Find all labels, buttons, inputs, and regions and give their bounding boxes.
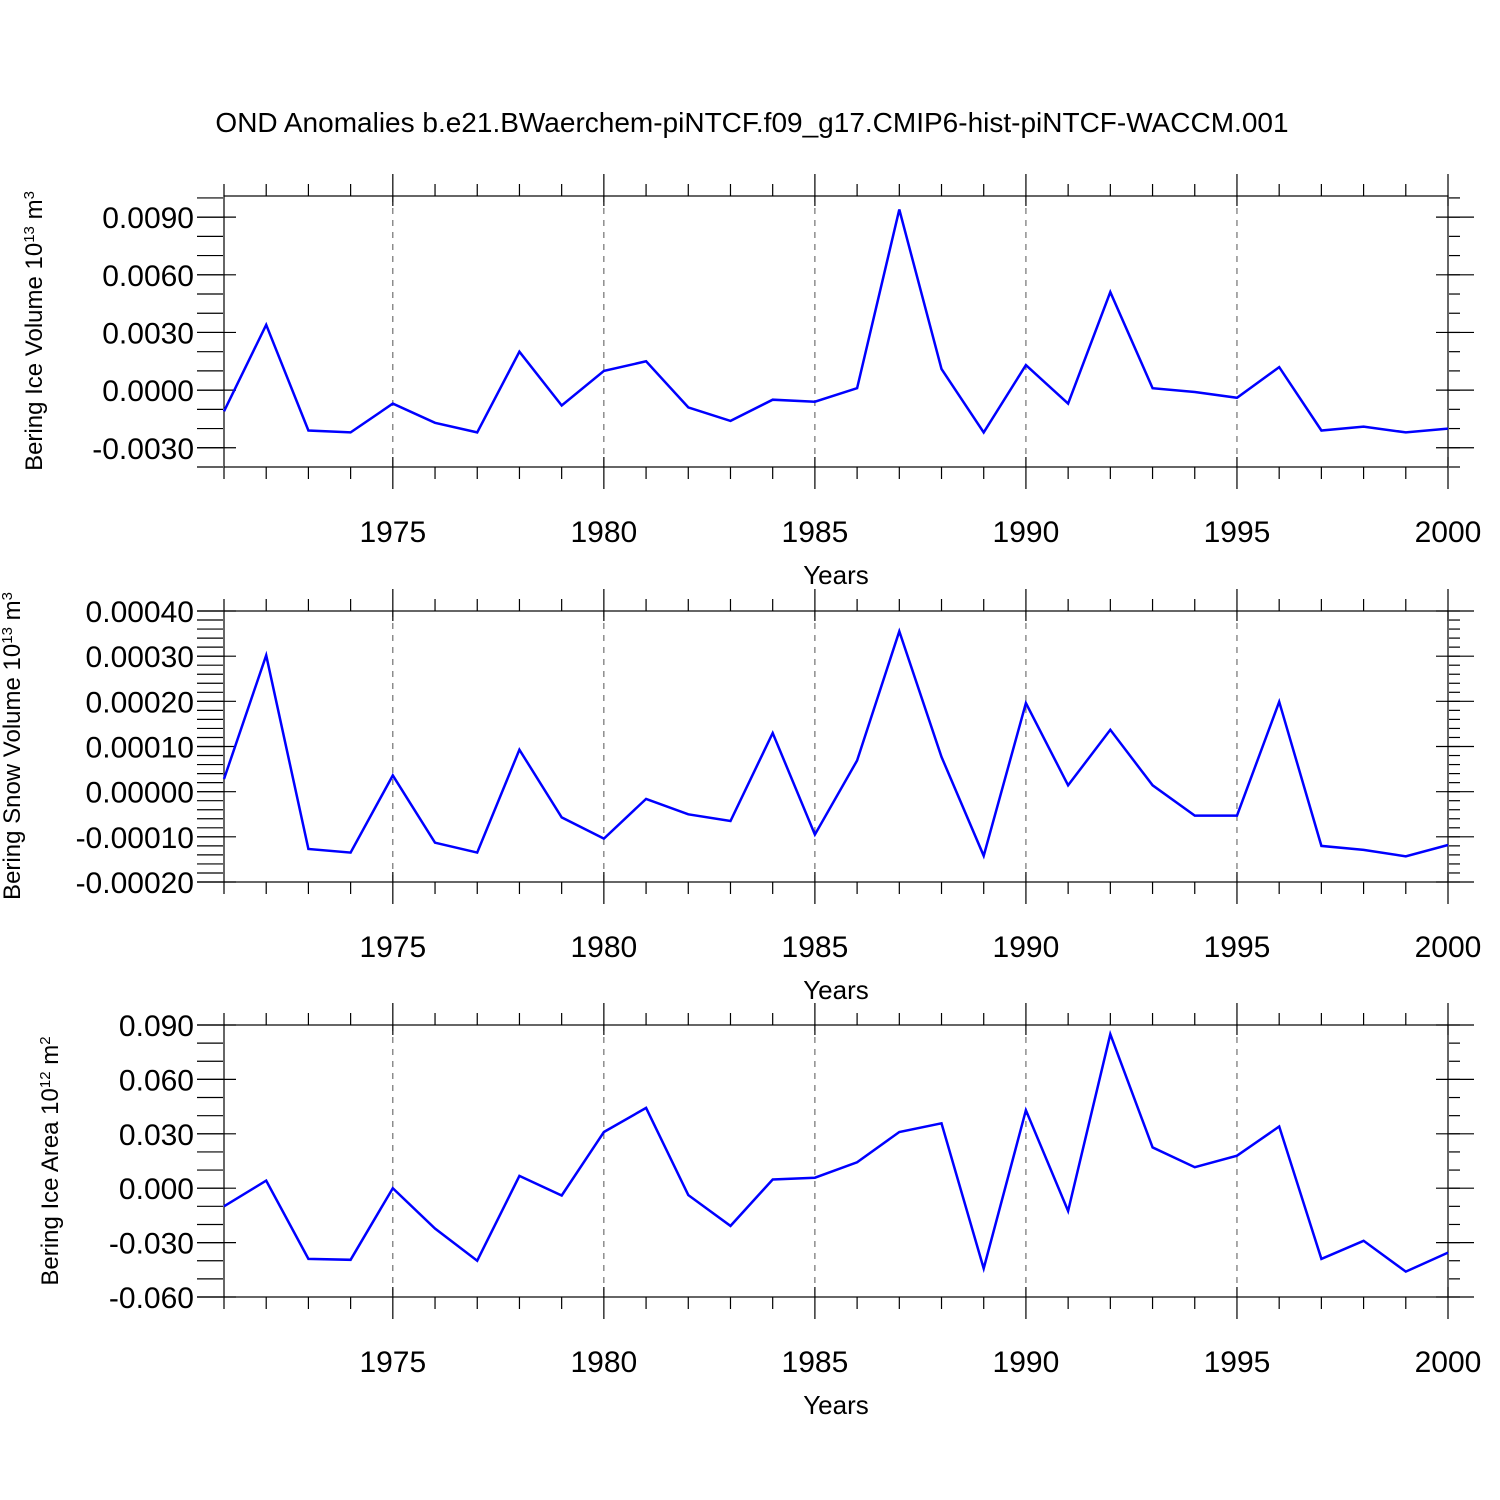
y-axis-label-unit: m <box>0 600 26 627</box>
x-tick-label: 1985 <box>782 931 849 964</box>
x-tick-label: 1975 <box>359 516 426 549</box>
x-tick-label: 1995 <box>1204 1346 1271 1379</box>
y-tick-label: 0.0000 <box>102 375 194 408</box>
y-tick-label: 0.00040 <box>86 596 194 629</box>
y-tick-label: -0.00020 <box>76 867 194 900</box>
y-tick-label: -0.060 <box>109 1282 194 1315</box>
series-line <box>222 627 1449 860</box>
plot-frame <box>223 195 1449 468</box>
y-tick-label: 0.090 <box>119 1010 194 1043</box>
y-axis-label-text: Bering Snow Volume 10 <box>0 644 26 900</box>
y-tick-label: 0.0090 <box>102 202 194 235</box>
x-axis-label: Years <box>803 1390 869 1420</box>
panel-2: -0.00020 -0.00010 0.00000 0.00010 0.00020 0.0… <box>0 589 1481 1005</box>
x-tick-label: 1990 <box>993 516 1060 549</box>
y-axis-label-text: Bering Ice Area 10 <box>37 1088 64 1285</box>
y-tick-label: 0.00020 <box>86 686 194 719</box>
y-tick-label: 0.030 <box>119 1119 194 1152</box>
y-axis-label: Bering Ice Volume 1013 m3 <box>21 191 49 471</box>
y-tick-label: 0.00000 <box>86 777 194 810</box>
y-tick-label: -0.00010 <box>76 822 194 855</box>
x-tick-label: 1995 <box>1204 931 1271 964</box>
y-tick-label: -0.0030 <box>92 433 194 466</box>
y-tick-label: 0.0030 <box>102 317 194 350</box>
x-tick-label: 2000 <box>1415 1346 1482 1379</box>
y-axis-label-exponent: 12 <box>37 1071 54 1088</box>
y-axis-label-unit-exponent: 3 <box>0 592 16 600</box>
y-tick-label: 0.0060 <box>102 260 194 293</box>
y-axis-label-exponent: 13 <box>21 226 38 243</box>
x-tick-label: 1980 <box>570 1346 637 1379</box>
series-line <box>223 1029 1449 1274</box>
y-axis-label: Bering Ice Area 1012 m2 <box>37 1036 65 1285</box>
x-tick-label: 1985 <box>782 516 849 549</box>
x-tick-label: 1980 <box>570 516 637 549</box>
y-axis-label-unit: m <box>37 1045 64 1072</box>
y-axis-label: Bering Snow Volume 1013 m3 <box>0 592 26 900</box>
y-tick-label: 0.060 <box>119 1064 194 1097</box>
y-tick-label: 0.000 <box>119 1173 194 1206</box>
x-axis-label: Years <box>803 975 869 1005</box>
y-tick-label: 0.00010 <box>86 732 194 765</box>
x-tick-label: 1980 <box>570 931 637 964</box>
x-tick-label: 1985 <box>782 1346 849 1379</box>
x-tick-label: 1975 <box>359 931 426 964</box>
chart-title: OND Anomalies b.e21.BWaerchem-piNTCF.f09… <box>215 107 1288 138</box>
y-axis-label-text: Bering Ice Volume 10 <box>21 243 48 471</box>
x-axis-label: Years <box>803 560 869 590</box>
x-tick-label: 1975 <box>359 1346 426 1379</box>
panel-3: -0.060 -0.030 0.000 0.030 0.060 0.090 1975 1980… <box>37 1003 1482 1420</box>
x-tick-label: 1990 <box>993 931 1060 964</box>
plot-frame <box>223 610 1449 883</box>
x-tick-label: 1990 <box>993 1346 1060 1379</box>
plot-frame <box>223 1024 1449 1298</box>
y-axis-label-unit: m <box>21 199 48 226</box>
x-tick-label: 2000 <box>1415 516 1482 549</box>
panel-1: -0.0030 0.0000 0.0030 0.0060 0.0090 1975 1980 1… <box>21 174 1482 590</box>
y-tick-label: -0.030 <box>109 1228 194 1261</box>
panels: -0.0030 0.0000 0.0030 0.0060 0.0090 1975 1980 1… <box>0 174 1481 1420</box>
y-axis-label-exponent: 13 <box>0 627 16 644</box>
y-axis-label-unit-exponent: 2 <box>37 1036 54 1044</box>
x-tick-label: 1995 <box>1204 516 1271 549</box>
series-line <box>222 209 1449 435</box>
y-tick-label: 0.00030 <box>86 641 194 674</box>
y-axis-label-unit-exponent: 3 <box>21 191 38 199</box>
x-tick-label: 2000 <box>1415 931 1482 964</box>
